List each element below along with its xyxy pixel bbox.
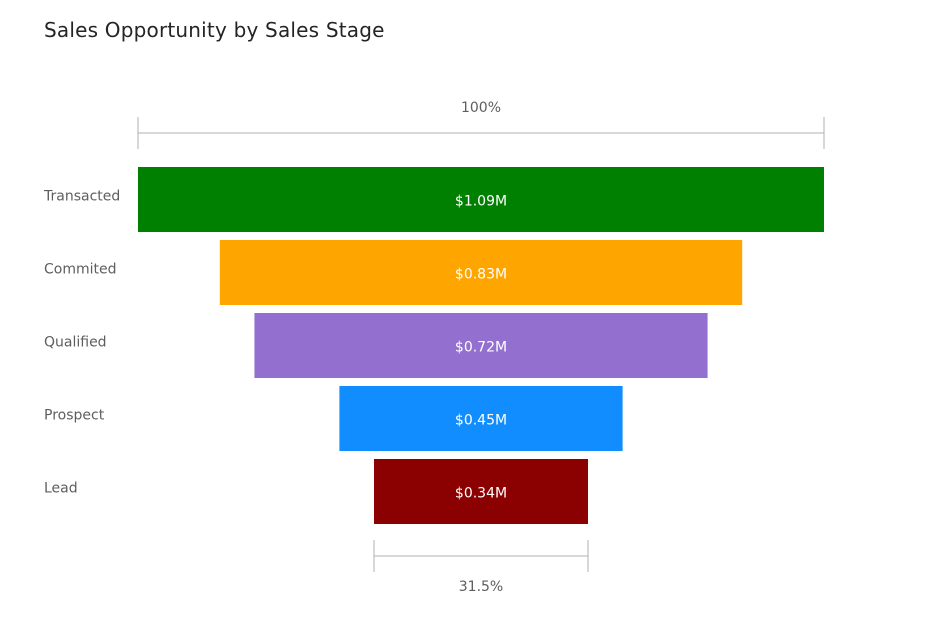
funnel-bar-prospect[interactable] [339,386,623,451]
bottom-percent-label: 31.5% [459,579,503,595]
top-percent-label: 100% [461,100,501,116]
stage-category-label: Commited [44,262,117,278]
funnel-bar-lead[interactable] [374,459,588,524]
funnel-bar-value-label: $0.83M [455,267,507,283]
funnel-bar-value-label: $0.34M [455,486,507,502]
funnel-bar-qualified[interactable] [254,313,708,378]
stage-category-label: Transacted [43,189,120,205]
funnel-bar-value-label: $1.09M [455,194,507,210]
stage-category-label: Prospect [44,408,105,424]
stage-category-label: Lead [44,481,78,497]
funnel-bar-value-label: $0.72M [455,340,507,356]
chart-title: Sales Opportunity by Sales Stage [44,18,385,42]
stage-category-label: Qualified [44,335,107,351]
funnel-bar-commited[interactable] [219,240,743,305]
funnel-bar-transacted[interactable] [138,167,824,232]
funnel-bar-value-label: $0.45M [455,413,507,429]
